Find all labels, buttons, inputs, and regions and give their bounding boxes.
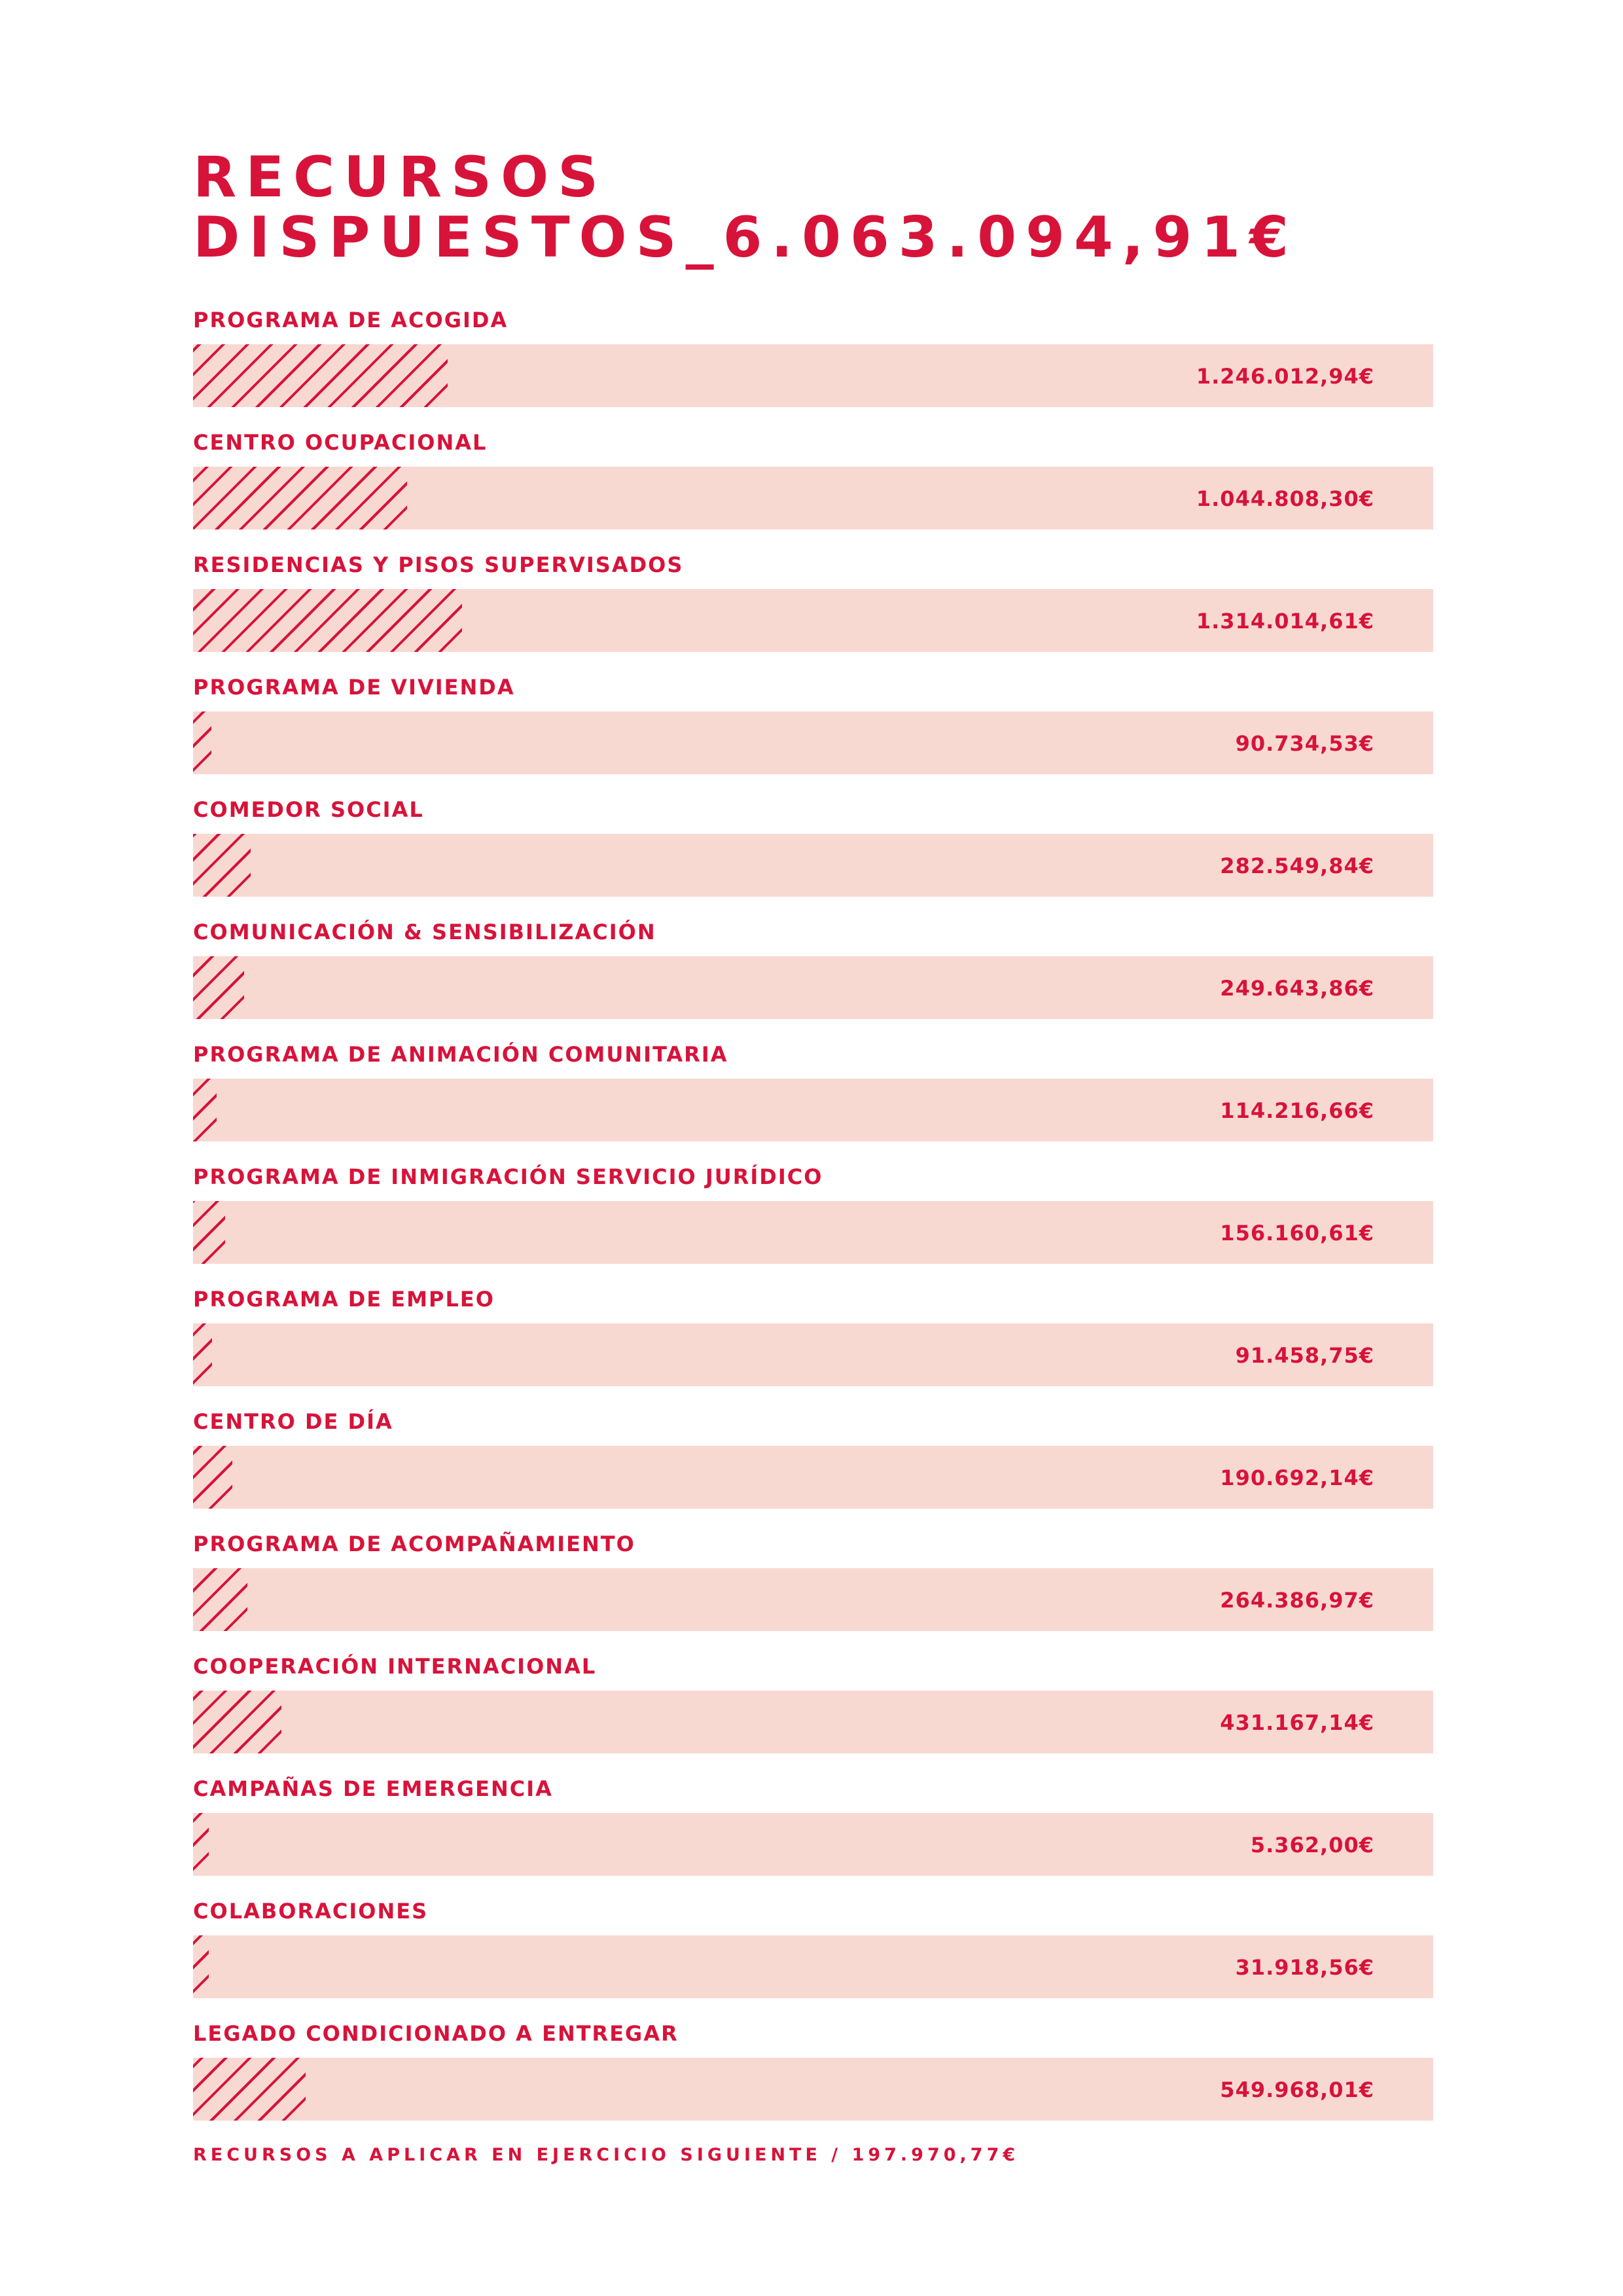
bar-value-label: 431.167,14€ [1220,1710,1374,1735]
bar-value-label: 549.968,01€ [1220,2077,1374,2102]
bar-row: CENTRO OCUPACIONAL 1.044.808,30€ [193,423,1433,546]
bar-track: 1.246.012,94€ [193,344,1433,407]
bar-category-label: COLABORACIONES [193,1899,429,1924]
bar-value-label: 190.692,14€ [1220,1465,1374,1490]
bar-value-label: 156.160,61€ [1220,1221,1374,1246]
bar [193,2058,306,2121]
bar-track: 282.549,84€ [193,834,1433,897]
bar [193,711,211,774]
bar-category-label: PROGRAMA DE VIVIENDA [193,675,515,700]
bar-row: PROGRAMA DE INMIGRACIÓN SERVICIO JURÍDIC… [193,1158,1433,1280]
bar-track: 156.160,61€ [193,1201,1433,1264]
bar-track: 5.362,00€ [193,1813,1433,1876]
bar-value-label: 249.643,86€ [1220,976,1374,1001]
bar-track: 190.692,14€ [193,1446,1433,1509]
bar-category-label: PROGRAMA DE ACOMPAÑAMIENTO [193,1532,635,1556]
bar-category-label: LEGADO CONDICIONADO A ENTREGAR [193,2021,679,2046]
bar-track: 1.314.014,61€ [193,589,1433,652]
bar-track: 90.734,53€ [193,711,1433,774]
title-line-1: RECURSOS [193,145,608,210]
bar-track: 91.458,75€ [193,1323,1433,1386]
bar-category-label: PROGRAMA DE ACOGIDA [193,308,508,332]
bar [193,1079,217,1141]
bar-category-label: CENTRO OCUPACIONAL [193,430,488,455]
bar-value-label: 91.458,75€ [1235,1343,1374,1368]
bar-category-label: PROGRAMA DE ANIMACIÓN COMUNITARIA [193,1042,728,1067]
bar-row: COMUNICACIÓN & SENSIBILIZACIÓN 249.643,86… [193,913,1433,1035]
bar-value-label: 31.918,56€ [1235,1955,1374,1980]
bar [193,589,462,652]
bar-row: RESIDENCIAS Y PISOS SUPERVISADOS 1.314.01… [193,546,1433,668]
bar-row: PROGRAMA DE ACOMPAÑAMIENTO 264.386,97€ [193,1525,1433,1647]
bar-value-label: 5.362,00€ [1250,1833,1374,1857]
bar-row: PROGRAMA DE ACOGIDA 1.246.012,94€ [193,301,1433,423]
bar-category-label: CENTRO DE DÍA [193,1409,393,1434]
footer-note: RECURSOS A APLICAR EN EJERCICIO SIGUIENT… [193,2145,1020,2165]
bar-value-label: 90.734,53€ [1235,731,1374,756]
bar-track: 114.216,66€ [193,1079,1433,1141]
bar-row: CAMPAÑAS DE EMERGENCIA 5.362,00€ [193,1770,1433,1892]
bar-chart: PROGRAMA DE ACOGIDA 1.246.012,94€ CENTRO O… [193,301,1433,2137]
bar-row: COOPERACIÓN INTERNACIONAL 431.167,14€ [193,1647,1433,1770]
bar-category-label: RESIDENCIAS Y PISOS SUPERVISADOS [193,552,684,577]
bar-row: PROGRAMA DE VIVIENDA 90.734,53€ [193,668,1433,791]
bar [193,344,448,407]
bar [193,1568,247,1631]
bar [193,1201,225,1264]
bar [193,1813,209,1876]
bar-row: PROGRAMA DE EMPLEO 91.458,75€ [193,1280,1433,1403]
bar-category-label: COMEDOR SOCIAL [193,797,424,822]
bar-value-label: 282.549,84€ [1220,853,1374,878]
bar-value-label: 114.216,66€ [1220,1098,1374,1123]
bar [193,956,244,1019]
title-line-2: DISPUESTOS_6.063.094,91€ [193,205,1298,270]
bar-row: PROGRAMA DE ANIMACIÓN COMUNITARIA 114.216… [193,1035,1433,1158]
bar-row: COMEDOR SOCIAL 282.549,84€ [193,791,1433,913]
bar [193,1935,209,1998]
bar-track: 549.968,01€ [193,2058,1433,2121]
bar-category-label: COMUNICACIÓN & SENSIBILIZACIÓN [193,920,656,944]
page-title: RECURSOS DISPUESTOS_6.063.094,91€ [193,147,1298,268]
bar-value-label: 1.044.808,30€ [1196,486,1374,511]
bar-track: 431.167,14€ [193,1691,1433,1753]
bar-value-label: 264.386,97€ [1220,1588,1374,1613]
bar [193,834,251,897]
bar [193,1691,281,1753]
bar-value-label: 1.246.012,94€ [1196,364,1374,389]
bar-category-label: CAMPAÑAS DE EMERGENCIA [193,1776,553,1801]
bar-category-label: PROGRAMA DE INMIGRACIÓN SERVICIO JURÍDIC… [193,1164,823,1189]
bar-category-label: COOPERACIÓN INTERNACIONAL [193,1654,597,1679]
bar-track: 264.386,97€ [193,1568,1433,1631]
bar-track: 1.044.808,30€ [193,467,1433,529]
bar-category-label: PROGRAMA DE EMPLEO [193,1287,495,1312]
bar [193,1323,212,1386]
bar-row: LEGADO CONDICIONADO A ENTREGAR 549.968,01… [193,2015,1433,2137]
bar-track: 249.643,86€ [193,956,1433,1019]
bar [193,467,407,529]
bar-track: 31.918,56€ [193,1935,1433,1998]
bar [193,1446,232,1509]
bar-row: CENTRO DE DÍA 190.692,14€ [193,1403,1433,1525]
bar-value-label: 1.314.014,61€ [1196,609,1374,634]
bar-row: COLABORACIONES 31.918,56€ [193,1892,1433,2015]
